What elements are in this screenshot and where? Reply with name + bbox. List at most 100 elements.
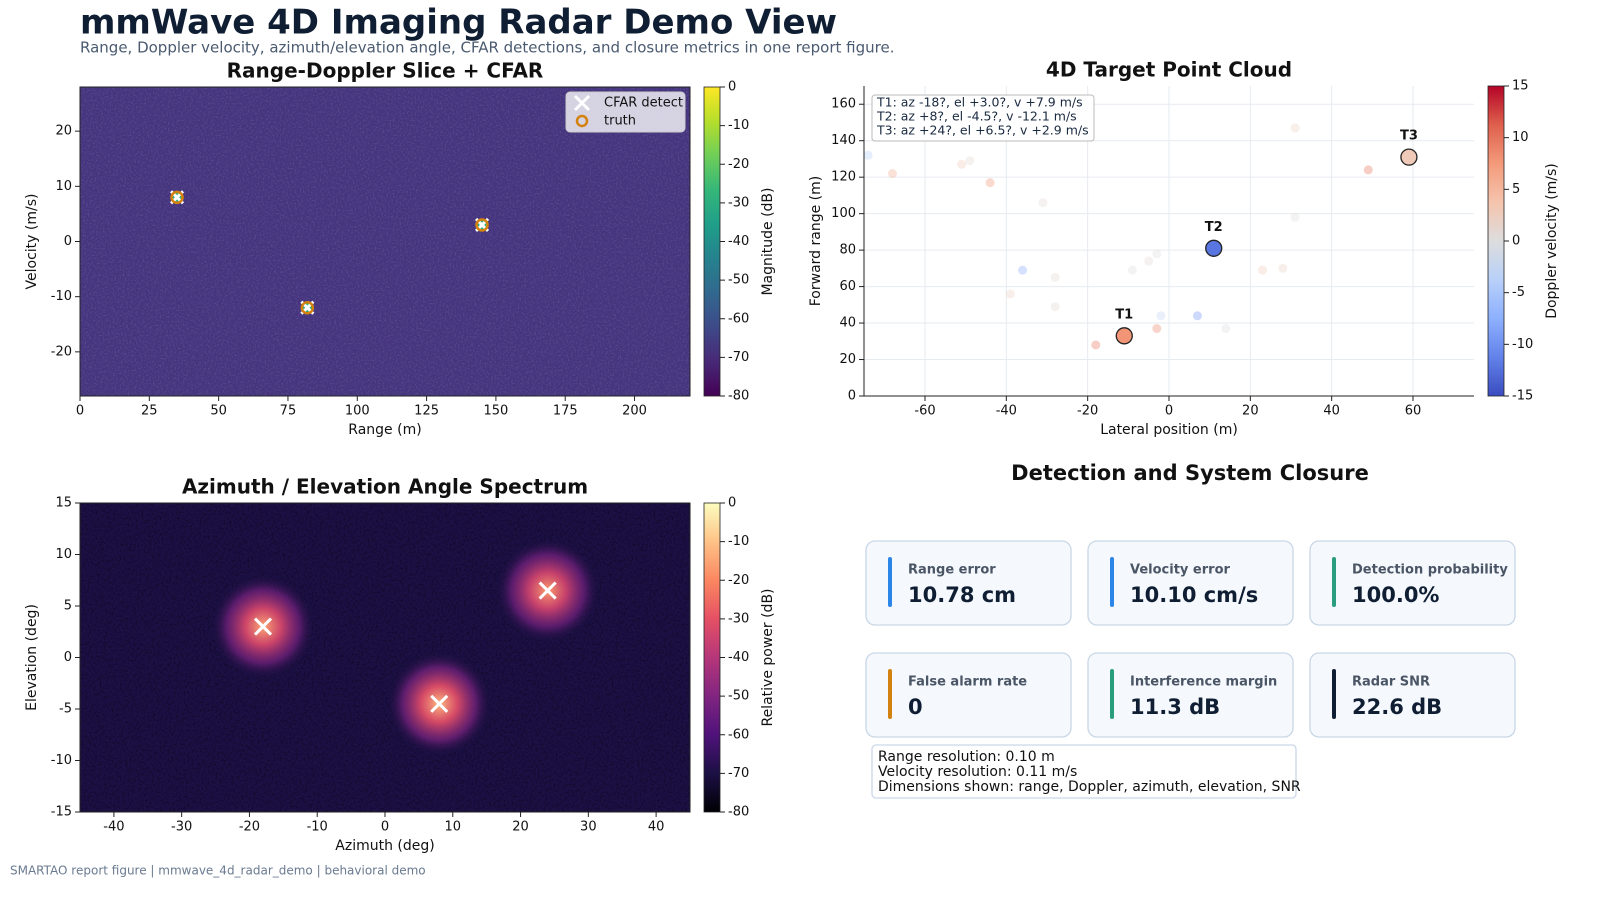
colorbar-tick-label: -80 bbox=[728, 389, 749, 404]
footer: SMARTAO report figure | mmwave_4d_radar_… bbox=[10, 864, 426, 878]
truth-marker bbox=[300, 300, 315, 315]
x-tick-label: 200 bbox=[622, 404, 647, 419]
colorbar bbox=[1487, 85, 1505, 397]
target-label: T1 bbox=[1115, 307, 1133, 322]
clutter-point bbox=[887, 169, 897, 179]
colorbar bbox=[703, 502, 721, 813]
detection-marker bbox=[253, 617, 273, 636]
card-value: 10.78 cm bbox=[908, 583, 1016, 607]
panel-title: Detection and System Closure bbox=[1011, 461, 1369, 485]
card-accent bbox=[1332, 669, 1336, 719]
metric-card: Range error 10.78 cm bbox=[865, 540, 1072, 626]
noise-texture bbox=[80, 87, 690, 396]
x-tick-label: -20 bbox=[239, 820, 260, 835]
colorbar-tick-label: -60 bbox=[728, 727, 749, 742]
clutter-point bbox=[1050, 272, 1060, 282]
y-tick-label: 60 bbox=[839, 279, 856, 294]
card-value: 100.0% bbox=[1352, 583, 1439, 607]
truth-marker bbox=[170, 190, 184, 205]
card-accent bbox=[888, 557, 892, 607]
card-accent bbox=[1110, 557, 1114, 607]
y-tick-label: 20 bbox=[55, 124, 72, 139]
legend-marker bbox=[575, 114, 589, 128]
colorbar-tick-label: -50 bbox=[728, 689, 749, 704]
chart-title: Range-Doppler Slice + CFAR bbox=[227, 59, 544, 83]
colorbar-tick-label: 15 bbox=[1512, 79, 1529, 94]
legend-label: CFAR detect bbox=[604, 96, 683, 111]
x-tick-label: 175 bbox=[553, 404, 578, 419]
x-tick-label: 0 bbox=[381, 820, 389, 835]
colorbar-label: Relative power (dB) bbox=[760, 588, 776, 726]
x-axis-label: Azimuth (deg) bbox=[335, 838, 434, 854]
colorbar-tick-label: -70 bbox=[728, 766, 749, 781]
colorbar bbox=[703, 86, 721, 397]
x-tick-label: -20 bbox=[1077, 404, 1098, 419]
note-line: Range resolution: 0.10 m bbox=[878, 749, 1055, 765]
colorbar-tick-label: -20 bbox=[728, 157, 749, 172]
colorbar-tick-label: -60 bbox=[728, 311, 749, 326]
colorbar-tick-label: -10 bbox=[728, 118, 749, 133]
annotation-box: T1: az -18?, el +3.0?, v +7.9 m/sT2: az … bbox=[871, 94, 1095, 142]
card-accent bbox=[888, 669, 892, 719]
x-tick-label: 75 bbox=[280, 404, 297, 419]
clutter-point bbox=[863, 150, 873, 160]
clutter-point bbox=[1221, 324, 1231, 334]
x-tick-label: 100 bbox=[345, 404, 370, 419]
card-value: 22.6 dB bbox=[1352, 695, 1442, 719]
y-tick-label: 0 bbox=[64, 234, 72, 249]
annotation-text: T1: az -18?, el +3.0?, v +7.9 m/s bbox=[876, 95, 1083, 110]
x-tick-label: -40 bbox=[103, 820, 124, 835]
target-label: T2 bbox=[1205, 220, 1223, 235]
page-title: mmWave 4D Imaging Radar Demo View bbox=[80, 3, 837, 43]
y-tick-label: 120 bbox=[831, 170, 856, 185]
clutter-point bbox=[1278, 263, 1288, 273]
y-tick-label: -5 bbox=[59, 702, 72, 717]
card-label: False alarm rate bbox=[908, 675, 1027, 690]
target-point bbox=[1115, 327, 1133, 345]
colorbar-tick-label: -10 bbox=[728, 534, 749, 549]
metric-card: Detection probability 100.0% bbox=[1309, 540, 1516, 626]
x-tick-label: 40 bbox=[1323, 404, 1340, 419]
colorbar-tick-label: 10 bbox=[1512, 130, 1529, 145]
colorbar-tick-label: 0 bbox=[728, 80, 736, 95]
x-tick-label: -60 bbox=[914, 404, 935, 419]
metric-card: Interference margin 11.3 dB bbox=[1087, 652, 1294, 738]
y-tick-label: 160 bbox=[831, 97, 856, 112]
y-tick-label: 140 bbox=[831, 133, 856, 148]
card-label: Radar SNR bbox=[1352, 675, 1430, 690]
detection-marker bbox=[538, 581, 557, 600]
x-tick-label: -10 bbox=[307, 820, 328, 835]
clutter-point bbox=[1005, 289, 1015, 299]
x-tick-label: 40 bbox=[648, 820, 665, 835]
x-tick-label: 0 bbox=[1165, 404, 1173, 419]
clutter-point bbox=[1290, 212, 1300, 222]
clutter-point bbox=[965, 156, 975, 166]
card-accent bbox=[1110, 669, 1114, 719]
y-tick-label: 5 bbox=[64, 599, 72, 614]
x-tick-label: 150 bbox=[483, 404, 508, 419]
target-label: T3 bbox=[1400, 129, 1418, 144]
colorbar-tick-label: -15 bbox=[1512, 389, 1533, 404]
clutter-point bbox=[1050, 302, 1060, 312]
colorbar-label: Magnitude (dB) bbox=[760, 187, 776, 295]
colorbar-tick-label: -30 bbox=[728, 611, 749, 626]
metric-card: False alarm rate 0 bbox=[865, 652, 1072, 738]
y-axis-label: Velocity (m/s) bbox=[24, 194, 40, 290]
truth-marker bbox=[475, 218, 489, 232]
card-label: Detection probability bbox=[1352, 563, 1508, 578]
colorbar-tick-label: -5 bbox=[1512, 285, 1525, 300]
y-tick-label: -10 bbox=[51, 289, 72, 304]
x-tick-label: 125 bbox=[414, 404, 439, 419]
metric-card: Velocity error 10.10 cm/s bbox=[1087, 540, 1294, 626]
colorbar-tick-label: -70 bbox=[728, 350, 749, 365]
legend-marker bbox=[573, 94, 591, 112]
colorbar-tick-label: -10 bbox=[1512, 337, 1533, 352]
x-tick-label: -40 bbox=[996, 404, 1017, 419]
heatmap bbox=[80, 87, 690, 396]
card-value: 0 bbox=[908, 695, 923, 719]
heatmap bbox=[80, 503, 690, 812]
clutter-point bbox=[1152, 249, 1162, 259]
legend-label: truth bbox=[604, 114, 636, 129]
y-tick-label: 10 bbox=[55, 179, 72, 194]
chart-title: 4D Target Point Cloud bbox=[1046, 58, 1292, 82]
